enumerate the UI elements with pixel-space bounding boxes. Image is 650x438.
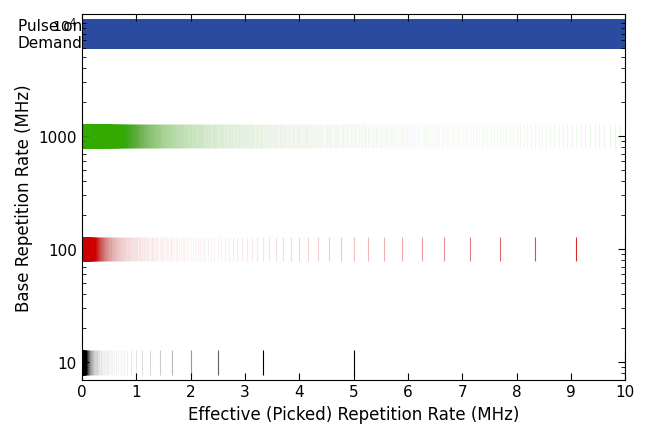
X-axis label: Effective (Picked) Repetition Rate (MHz): Effective (Picked) Repetition Rate (MHz)	[188, 405, 519, 423]
Y-axis label: Base Repetition Rate (MHz): Base Repetition Rate (MHz)	[15, 84, 33, 311]
Text: Pulse on
Demand: Pulse on Demand	[17, 19, 82, 51]
